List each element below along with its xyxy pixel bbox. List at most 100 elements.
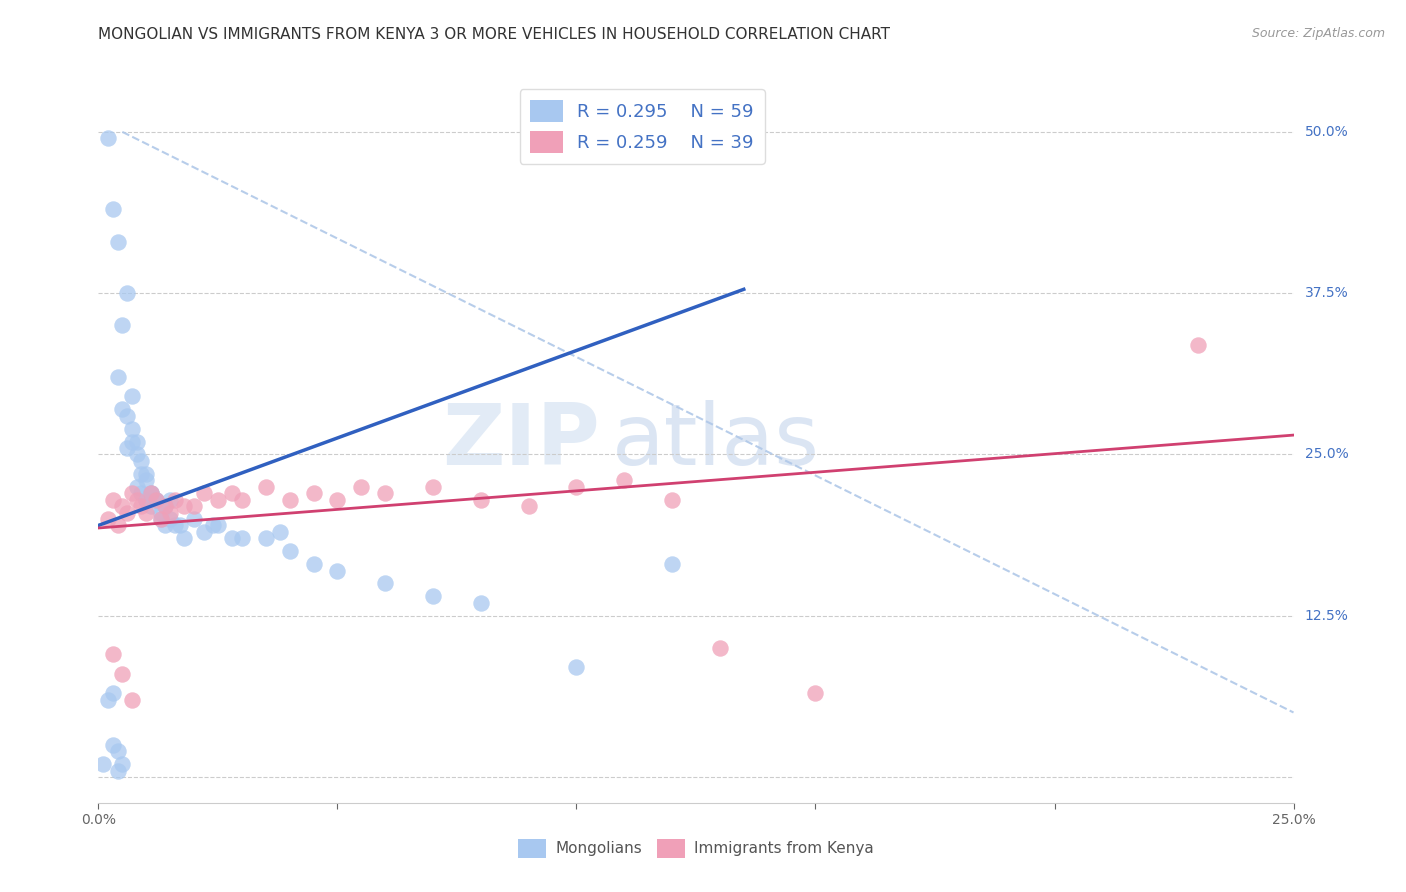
Point [139,486,162,500]
Point [97,512,120,526]
Point [135,467,157,481]
Point [139,486,162,500]
Point [135,492,157,507]
Point [107,764,129,778]
Point [111,318,134,333]
Point [221,531,243,545]
Point [302,557,325,571]
Point [269,524,291,539]
Point [326,564,349,578]
Text: MONGOLIAN VS IMMIGRANTS FROM KENYA 3 OR MORE VEHICLES IN HOUSEHOLD CORRELATION C: MONGOLIAN VS IMMIGRANTS FROM KENYA 3 OR … [98,27,890,42]
Point [121,486,143,500]
Point [231,531,253,545]
Point [115,286,138,301]
Point [470,596,492,610]
Text: ZIP: ZIP [443,400,600,483]
Point [145,492,167,507]
Point [169,518,191,533]
Point [135,506,157,520]
Point [131,454,153,468]
Point [145,492,167,507]
Point [111,402,134,417]
Point [107,744,129,758]
Point [101,202,124,217]
Text: 12.5%: 12.5% [1305,608,1348,623]
Point [111,666,134,681]
Point [613,473,636,487]
Point [183,499,205,513]
Point [374,486,396,500]
Point [517,499,540,513]
Point [107,518,129,533]
Point [221,486,243,500]
Point [350,480,373,494]
Point [231,492,253,507]
Point [193,524,215,539]
Text: Source: ZipAtlas.com: Source: ZipAtlas.com [1251,27,1385,40]
Point [254,480,277,494]
Point [163,492,186,507]
Point [207,492,229,507]
Point [173,499,195,513]
Point [125,434,148,449]
Point [565,660,588,674]
Point [107,235,129,249]
Point [173,531,195,545]
Point [422,480,444,494]
Point [193,486,215,500]
Point [207,518,229,533]
Point [121,692,143,706]
Point [131,486,153,500]
Point [125,480,148,494]
Point [97,692,120,706]
Text: 37.5%: 37.5% [1305,286,1348,301]
Point [135,473,157,487]
Point [159,506,181,520]
Point [121,389,143,403]
Point [115,506,138,520]
Point [125,492,148,507]
Point [155,499,177,513]
Point [183,512,205,526]
Point [111,499,134,513]
Point [91,757,114,772]
Point [374,576,396,591]
Point [661,557,683,571]
Point [121,434,143,449]
Point [661,492,683,507]
Point [125,447,148,461]
Point [101,686,124,700]
Point [1187,338,1209,352]
Legend: Mongolians, Immigrants from Kenya: Mongolians, Immigrants from Kenya [512,833,880,863]
Text: 50.0%: 50.0% [1305,125,1348,139]
Point [163,518,186,533]
Text: atlas: atlas [613,400,820,483]
Point [159,492,181,507]
Point [202,518,225,533]
Point [155,499,177,513]
Point [278,492,301,507]
Point [121,422,143,436]
Point [115,441,138,455]
Point [131,499,153,513]
Point [145,492,167,507]
Point [155,518,177,533]
Point [302,486,325,500]
Point [115,409,138,423]
Point [254,531,277,545]
Point [709,640,731,655]
Point [131,467,153,481]
Point [139,499,162,513]
Point [101,738,124,752]
Point [149,512,172,526]
Point [565,480,588,494]
Point [139,486,162,500]
Point [135,492,157,507]
Point [804,686,827,700]
Point [422,590,444,604]
Point [107,370,129,384]
Point [97,131,120,145]
Point [159,512,181,526]
Point [326,492,349,507]
Point [149,506,172,520]
